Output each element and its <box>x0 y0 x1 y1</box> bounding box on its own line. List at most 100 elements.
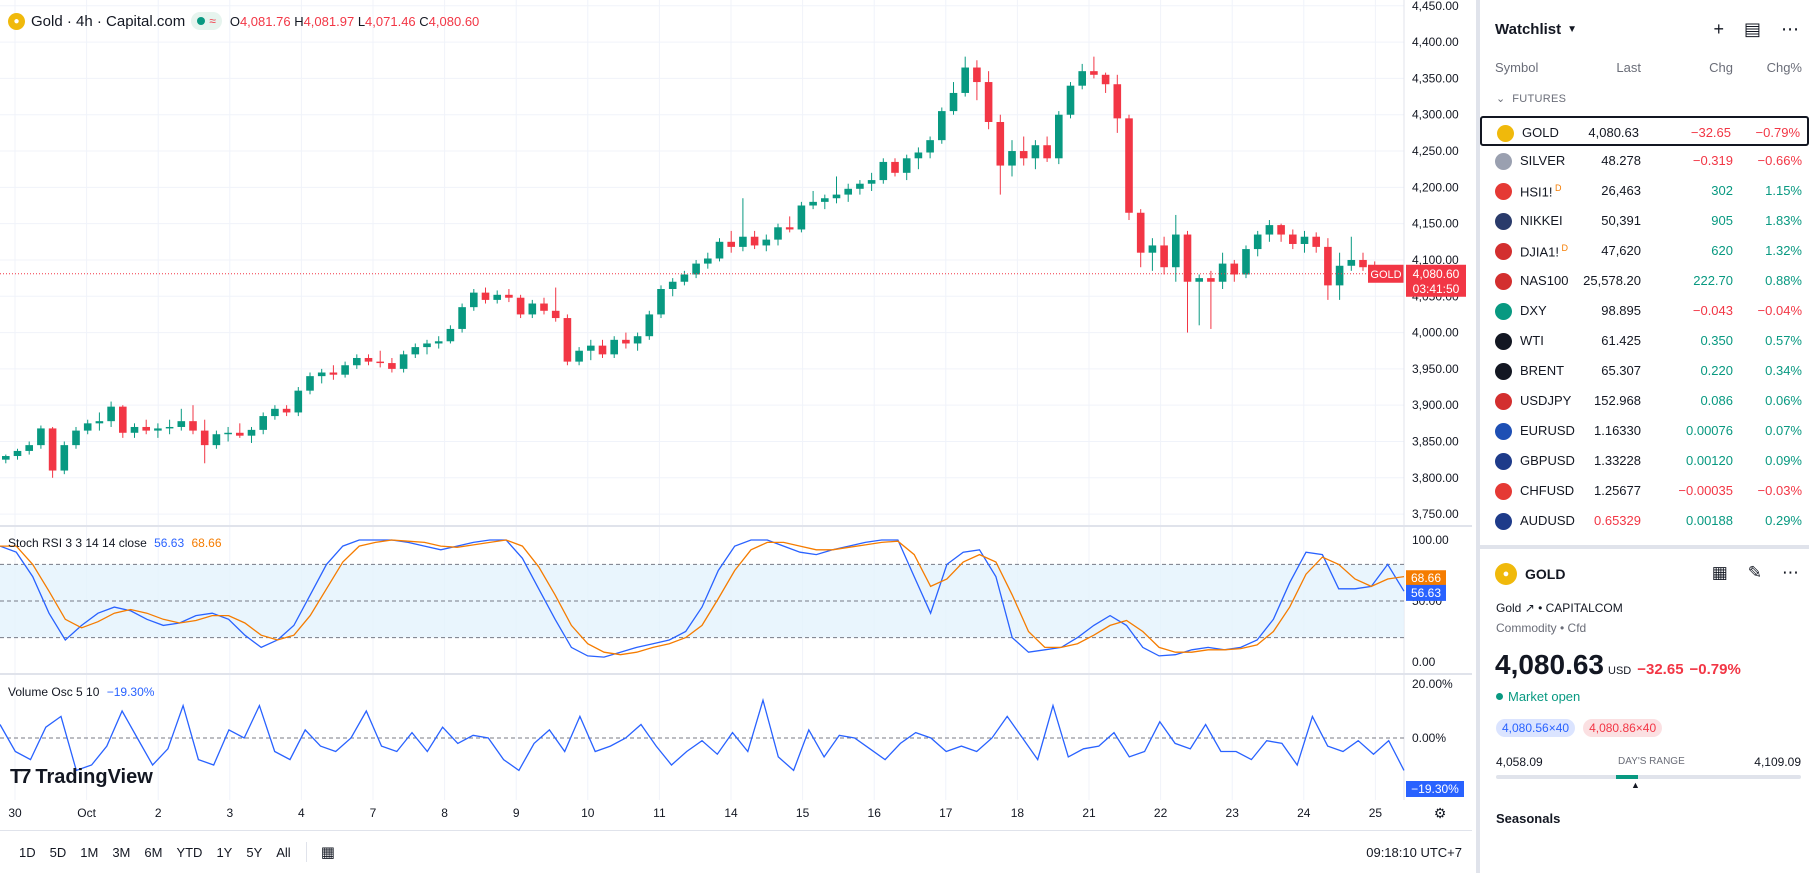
candle-body <box>423 343 431 348</box>
candle-body <box>633 336 642 344</box>
open-label: O <box>229 13 240 29</box>
chart-title[interactable]: Gold · 4h · Capital.com <box>31 12 186 30</box>
row-symbol: WTI <box>1520 333 1544 348</box>
watchlist-row-usdjpy[interactable]: USDJPY 152.968 0.086 0.06% <box>1480 386 1809 416</box>
watchlist-row-audusd[interactable]: AUDUSD 0.65329 0.00188 0.29% <box>1480 506 1809 536</box>
au-us-flag-icon <box>1495 513 1512 530</box>
range-button-6m[interactable]: 6M <box>144 844 163 860</box>
watchlist-group-futures[interactable]: ⌄ FUTURES <box>1496 92 1566 105</box>
candle-body <box>528 303 537 315</box>
range-button-1y[interactable]: 1Y <box>216 844 233 860</box>
candle-body <box>715 241 724 259</box>
candle-body <box>914 152 923 159</box>
chevron-down-icon[interactable]: ▼ <box>1567 23 1578 35</box>
tradingview-logo[interactable]: T7 TradingView <box>10 766 153 789</box>
time-tick-label: 18 <box>1011 806 1025 820</box>
stoch-tick-label: 0.00 <box>1412 655 1436 669</box>
grid-layout-icon[interactable]: ▦ <box>1711 563 1728 582</box>
candle-body <box>259 416 268 430</box>
timezone-clock[interactable]: 09:18:10 UTC+7 <box>1366 844 1462 860</box>
detail-symbol[interactable]: GOLD <box>1525 566 1566 582</box>
candle-body <box>1335 265 1344 286</box>
delayed-data-icon: ≈ <box>209 14 216 28</box>
time-tick-label: 21 <box>1082 806 1096 820</box>
add-symbol-plus-icon[interactable]: + <box>1713 18 1724 39</box>
chart-settings-gear-icon[interactable]: ⚙ <box>1434 806 1447 822</box>
seasonals-section-title[interactable]: Seasonals <box>1496 811 1561 826</box>
range-button-1d[interactable]: 1D <box>19 844 36 860</box>
time-tick-label: 4 <box>298 806 305 820</box>
watchlist-row-nikkei[interactable]: NIKKEI 50,391 905 1.83% <box>1480 206 1809 236</box>
row-change-pct: −0.03% <box>1757 483 1802 498</box>
nikkei-icon <box>1495 213 1512 230</box>
row-change: 905 <box>1711 213 1733 228</box>
low-value: 4,071.46 <box>365 13 416 29</box>
col-chg-pct[interactable]: Chg% <box>1766 60 1802 75</box>
row-change-pct: 0.29% <box>1765 513 1802 528</box>
more-options-icon[interactable]: ⋯ <box>1782 563 1799 582</box>
candle-body <box>13 450 22 457</box>
advanced-view-icon[interactable]: ▤ <box>1743 18 1761 39</box>
candle-body <box>832 194 841 199</box>
volume-osc-legend[interactable]: Volume Osc 5 10 −19.30% <box>8 685 154 699</box>
date-range-buttons: 1D 5D 1M 3M 6M YTD 1Y 5Y All <box>12 841 298 864</box>
last-price-countdown: 03:41:50 <box>1413 282 1460 296</box>
candle-body <box>95 421 104 424</box>
watchlist-row-gbpusd[interactable]: GBPUSD 1.33228 0.00120 0.09% <box>1480 446 1809 476</box>
goto-date-calendar-icon[interactable]: ▦ <box>320 844 335 861</box>
col-symbol[interactable]: Symbol <box>1495 60 1539 75</box>
candle-body <box>60 445 69 471</box>
range-button-5d[interactable]: 5D <box>49 844 67 860</box>
range-button-1m[interactable]: 1M <box>80 844 99 860</box>
market-status-pill[interactable]: ≈ <box>191 12 222 30</box>
stoch-d-line <box>0 539 1405 656</box>
watchlist-row-eurusd[interactable]: EURUSD 1.16330 0.00076 0.07% <box>1480 416 1809 446</box>
watchlist-row-wti[interactable]: WTI 61.425 0.350 0.57% <box>1480 326 1809 356</box>
stoch-rsi-legend[interactable]: Stoch RSI 3 3 14 14 close 56.63 68.66 <box>8 536 222 550</box>
detail-name[interactable]: Gold <box>1496 601 1522 615</box>
candle-body <box>797 205 806 230</box>
watchlist-row-gold[interactable]: GOLD 4,080.63 −32.65 −0.79% <box>1480 116 1809 146</box>
candle-body <box>961 67 970 93</box>
candle-body <box>668 281 677 290</box>
chart-canvas[interactable]: 4,450.00 4,400.00 4,350.00 4,300.00 4,250.00… <box>0 0 1472 830</box>
candle-body <box>949 92 958 112</box>
candle-body <box>551 310 560 319</box>
candle-body <box>72 430 80 446</box>
more-options-icon[interactable]: ⋯ <box>1781 18 1799 39</box>
candle-body <box>282 408 291 413</box>
watchlist-row-brent[interactable]: BRENT 65.307 0.220 0.34% <box>1480 356 1809 386</box>
watchlist-row-hsi1[interactable]: HSI1! D 26,463 302 1.15% <box>1480 176 1809 206</box>
range-button-5y[interactable]: 5Y <box>246 844 263 860</box>
last-price-symbol: GOLD <box>1370 269 1401 281</box>
watchlist-title[interactable]: Watchlist <box>1495 20 1562 38</box>
open-value: 4,081.76 <box>239 13 291 29</box>
price-tick-label: 4,400.00 <box>1412 35 1459 49</box>
watchlist-row-chfusd[interactable]: CHFUSD 1.25677 −0.00035 −0.03% <box>1480 476 1809 506</box>
chart-area[interactable]: 4,450.00 4,400.00 4,350.00 4,300.00 4,250.00… <box>0 0 1472 830</box>
candle-body <box>165 426 174 429</box>
candle-body <box>505 294 513 298</box>
external-link-icon[interactable]: ↗ <box>1524 601 1535 615</box>
watchlist-row-silver[interactable]: SILVER 48.278 −0.319 −0.66% <box>1480 146 1809 176</box>
col-last[interactable]: Last <box>1616 60 1641 75</box>
stoch-k-value: 56.63 <box>154 536 185 550</box>
edit-note-icon[interactable]: ✎ <box>1747 563 1762 582</box>
candle-body <box>212 434 221 446</box>
watchlist-row-dxy[interactable]: DXY 98.895 −0.043 −0.04% <box>1480 296 1809 326</box>
candle-body <box>856 183 864 189</box>
range-button-3m[interactable]: 3M <box>112 844 131 860</box>
candle-body <box>388 363 396 369</box>
watchlist-row-djia1[interactable]: DJIA1! D 47,620 620 1.32% <box>1480 236 1809 266</box>
col-chg[interactable]: Chg <box>1709 60 1733 75</box>
time-tick-label: Oct <box>77 806 96 820</box>
stoch-d-tag <box>1406 570 1446 587</box>
range-button-all[interactable]: All <box>276 844 291 860</box>
detail-change: −32.65 <box>1637 661 1684 678</box>
range-button-ytd[interactable]: YTD <box>176 844 203 860</box>
stoch-k-tag <box>1406 584 1446 601</box>
row-change-pct: −0.66% <box>1757 153 1802 168</box>
row-symbol: BRENT <box>1520 363 1565 378</box>
market-status: Market open <box>1496 689 1580 704</box>
watchlist-row-nas100[interactable]: NAS100 25,578.20 222.70 0.88% <box>1480 266 1809 296</box>
